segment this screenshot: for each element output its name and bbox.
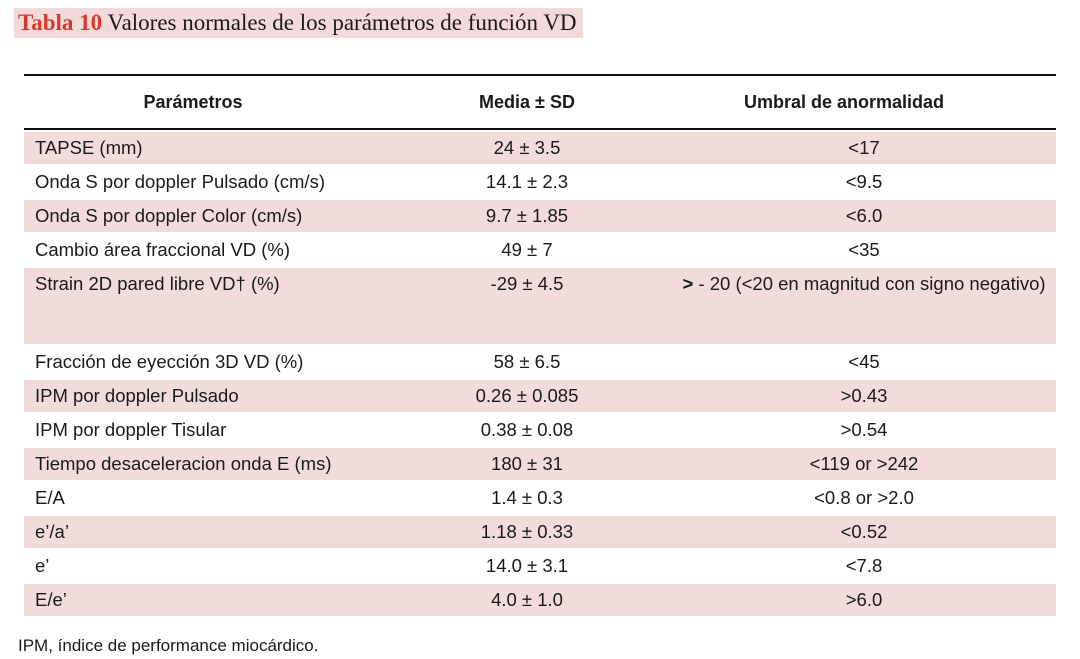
cell-threshold: <9.5 [845,171,883,192]
cell-param: Cambio área fraccional VD (%) [35,239,290,260]
header-media-sd: Media ± SD [479,91,575,112]
parameters-table: Parámetros Media ± SD Umbral de anormali… [24,74,1056,618]
threshold-text: - 20 (<20 en magnitud con signo negativo… [693,273,1046,294]
table-row: TAPSE (mm) 24 ± 3.5 <17 [24,132,1056,166]
cell-mean: 58 ± 6.5 [493,351,561,372]
cell-param: Strain 2D pared libre VD† (%) [35,273,280,294]
cell-threshold: <6.0 [845,205,883,226]
cell-threshold: >6.0 [845,589,883,610]
table-top-rule [24,74,1056,76]
cell-param: e’ [35,555,50,576]
table-row: Fracción de eyección 3D VD (%) 58 ± 6.5 … [24,346,1056,380]
table-row: e’/a’ 1.18 ± 0.33 <0.52 [24,516,1056,550]
cell-threshold: <119 or >242 [809,453,919,474]
cell-mean: -29 ± 4.5 [490,273,564,294]
cell-param: Tiempo desaceleracion onda E (ms) [35,453,332,474]
table-title-text: Valores normales de los parámetros de fu… [102,10,577,35]
cell-mean: 49 ± 7 [501,239,553,260]
table-header: Parámetros Media ± SD Umbral de anormali… [24,76,1056,128]
cell-mean: 180 ± 31 [491,453,563,474]
cell-mean: 0.38 ± 0.08 [480,419,574,440]
cell-mean: 0.26 ± 0.085 [475,385,579,406]
table-row: e’ 14.0 ± 3.1 <7.8 [24,550,1056,584]
table-row: IPM por doppler Pulsado 0.26 ± 0.085 >0.… [24,380,1056,414]
table-row: Strain 2D pared libre VD† (%) -29 ± 4.5 … [24,268,1056,346]
table-row: E/e’ 4.0 ± 1.0 >6.0 [24,584,1056,618]
header-umbral: Umbral de anormalidad [743,91,945,112]
cell-threshold: > - 20 (<20 en magnitud con signo negati… [672,268,1056,300]
cell-threshold: <0.8 or >2.0 [814,487,914,508]
table-row: Onda S por doppler Pulsado (cm/s) 14.1 ±… [24,166,1056,200]
cell-threshold: <45 [848,351,880,372]
table-row: Onda S por doppler Color (cm/s) 9.7 ± 1.… [24,200,1056,234]
table-body: TAPSE (mm) 24 ± 3.5 <17 Onda S por doppl… [24,132,1056,618]
cell-threshold: <0.52 [840,521,888,542]
table-footnote: IPM, índice de performance miocárdico. [18,636,319,655]
cell-mean: 24 ± 3.5 [493,137,561,158]
cell-mean: 14.0 ± 3.1 [485,555,569,576]
table-row: Cambio área fraccional VD (%) 49 ± 7 <35 [24,234,1056,268]
table-title: Tabla 10 Valores normales de los parámet… [14,8,583,38]
cell-param: IPM por doppler Tisular [35,419,227,440]
cell-param: e’/a’ [35,521,69,542]
cell-threshold: <35 [848,239,880,260]
cell-mean: 9.7 ± 1.85 [485,205,569,226]
table-row: Tiempo desaceleracion onda E (ms) 180 ± … [24,448,1056,482]
threshold-gt-symbol: > [682,273,694,294]
cell-param: Onda S por doppler Pulsado (cm/s) [35,171,325,192]
table-row: IPM por doppler Tisular 0.38 ± 0.08 >0.5… [24,414,1056,448]
cell-mean: 1.4 ± 0.3 [491,487,563,508]
cell-param: E/e’ [35,589,67,610]
cell-mean: 1.18 ± 0.33 [480,521,574,542]
table-row: E/A 1.4 ± 0.3 <0.8 or >2.0 [24,482,1056,516]
cell-threshold: >0.54 [840,419,888,440]
cell-threshold: <7.8 [845,555,883,576]
cell-param: IPM por doppler Pulsado [35,385,239,406]
table-header-rule [24,128,1056,130]
header-parametros: Parámetros [143,91,243,112]
cell-threshold: >0.43 [840,385,888,406]
cell-param: Fracción de eyección 3D VD (%) [35,351,304,372]
cell-mean: 4.0 ± 1.0 [491,589,563,610]
cell-param: TAPSE (mm) [35,137,143,158]
cell-threshold: <17 [848,137,880,158]
cell-param: E/A [35,487,65,508]
table-title-label: Tabla 10 [18,10,103,35]
cell-mean: 14.1 ± 2.3 [485,171,569,192]
cell-param: Onda S por doppler Color (cm/s) [35,205,303,226]
